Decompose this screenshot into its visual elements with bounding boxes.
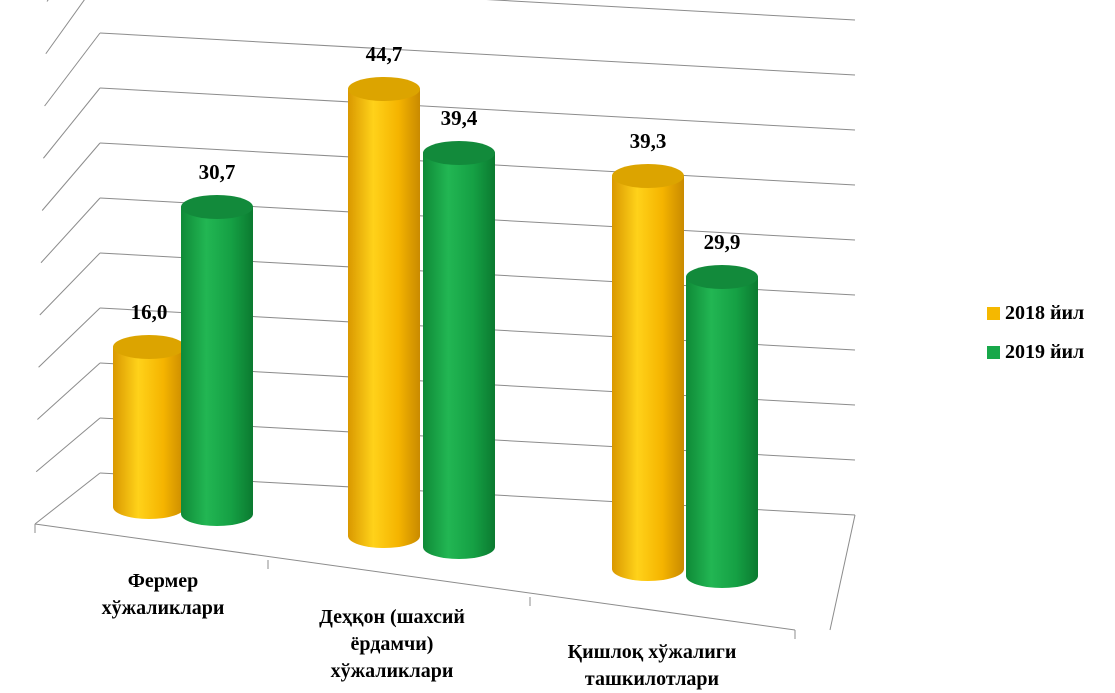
gridline-side xyxy=(37,362,101,420)
data-label: 44,7 xyxy=(366,42,403,66)
floor-left-edge xyxy=(34,472,101,525)
bar-body xyxy=(686,277,758,588)
category-labels: Фермер хўжаликлари Деҳқон (шахсий ёрдамчи) х… xyxy=(102,570,737,690)
bar-top xyxy=(423,141,495,165)
category-label-line: Фермер xyxy=(128,570,199,592)
bar-top xyxy=(348,77,420,101)
bar-body xyxy=(348,89,420,548)
category-label: Деҳқон (шахсий ёрдамчи) хўжаликлари xyxy=(319,606,465,682)
category-label-line: Қишлоқ хўжалиги xyxy=(568,641,737,663)
legend-item-2019: 2019 йил xyxy=(987,341,1084,363)
bar-body xyxy=(113,347,185,519)
bar-1-1 xyxy=(423,141,495,559)
category-label-line: Деҳқон (шахсий xyxy=(319,606,465,628)
gridline xyxy=(486,0,856,21)
floor-right-edge xyxy=(829,514,856,631)
data-label: 29,9 xyxy=(704,230,741,254)
data-label: 39,4 xyxy=(441,106,478,130)
category-axis-line xyxy=(34,523,796,631)
data-labels: 16,0 44,7 39,3 30,7 39,4 29,9 xyxy=(131,42,741,324)
gridline-side xyxy=(41,142,101,211)
gridline xyxy=(99,87,856,131)
bars xyxy=(113,77,758,588)
bar-top xyxy=(612,164,684,188)
bar-0-2 xyxy=(612,164,684,581)
bar-1-2 xyxy=(686,265,758,588)
bar-top xyxy=(181,195,253,219)
data-label: 30,7 xyxy=(199,160,236,184)
legend-label-2018: 2018 йил xyxy=(1005,301,1085,324)
bar-body xyxy=(181,207,253,526)
gridline-side xyxy=(38,307,101,368)
category-label-line: хўжаликлари xyxy=(331,660,454,682)
gridline-side xyxy=(39,252,101,316)
legend: 2018 йил 2019 йил xyxy=(987,302,1084,380)
gridline-side xyxy=(45,0,85,55)
legend-swatch-2019 xyxy=(987,345,1000,359)
category-label-line: ташкилотлари xyxy=(585,668,719,690)
bar-0-1 xyxy=(348,77,420,548)
gridline xyxy=(99,32,856,76)
gridline-side xyxy=(44,32,101,107)
bar-top xyxy=(686,265,758,289)
gridline-side xyxy=(40,197,101,264)
bar-1-0 xyxy=(181,195,253,526)
category-label: Фермер хўжаликлари xyxy=(102,570,225,619)
category-label: Қишлоқ хўжалиги ташкилотлари xyxy=(568,641,737,690)
bar-top xyxy=(113,335,185,359)
legend-item-2018: 2018 йил xyxy=(987,302,1084,324)
data-label: 16,0 xyxy=(131,300,168,324)
bar-0-0 xyxy=(113,335,185,519)
data-label: 39,3 xyxy=(630,129,667,153)
gridline-side xyxy=(46,0,49,2)
category-label-line: хўжаликлари xyxy=(102,597,225,619)
legend-label-2019: 2019 йил xyxy=(1005,340,1085,363)
legend-swatch-2018 xyxy=(987,306,1000,320)
bar-body xyxy=(423,153,495,559)
gridline-side xyxy=(35,417,101,473)
category-label-line: ёрдамчи) xyxy=(351,633,434,655)
gridline-side xyxy=(43,87,101,159)
bar-body xyxy=(612,176,684,581)
